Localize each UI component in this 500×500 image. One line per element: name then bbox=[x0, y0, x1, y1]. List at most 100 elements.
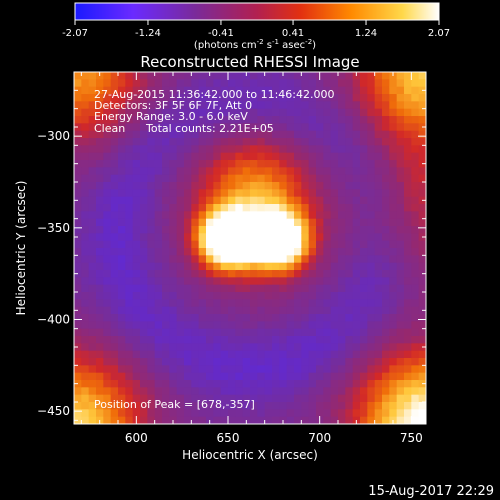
heatmap-pixel bbox=[147, 416, 156, 424]
heatmap-pixel bbox=[345, 248, 354, 256]
heatmap-pixel bbox=[125, 145, 134, 154]
heatmap-pixel bbox=[176, 292, 185, 300]
heatmap-pixel bbox=[345, 262, 354, 271]
heatmap-pixel bbox=[96, 160, 104, 168]
heatmap-pixel bbox=[374, 394, 383, 403]
heatmap-pixel bbox=[382, 116, 390, 124]
heatmap-pixel bbox=[140, 240, 148, 249]
heatmap-pixel bbox=[250, 314, 258, 322]
heatmap-pixel bbox=[140, 365, 148, 374]
heatmap-pixel bbox=[132, 196, 141, 205]
heatmap-pixel bbox=[140, 343, 148, 352]
heatmap-pixel bbox=[301, 79, 310, 88]
heatmap-pixel bbox=[96, 358, 104, 366]
heatmap-pixel bbox=[257, 365, 266, 374]
heatmap-pixel bbox=[140, 138, 148, 146]
heatmap-pixel bbox=[74, 108, 82, 117]
heatmap-pixel bbox=[162, 167, 170, 176]
heatmap-pixel bbox=[228, 86, 236, 95]
heatmap-pixel bbox=[360, 138, 368, 146]
heatmap-pixel bbox=[147, 270, 156, 278]
heatmap-pixel bbox=[382, 196, 390, 205]
heatmap-pixel bbox=[184, 167, 192, 176]
heatmap-pixel bbox=[382, 270, 390, 278]
heatmap-pixel bbox=[345, 196, 354, 205]
heatmap-pixel bbox=[330, 336, 339, 344]
heatmap-pixel bbox=[294, 409, 302, 418]
heatmap-pixel bbox=[396, 218, 405, 227]
heatmap-pixel bbox=[374, 380, 383, 388]
heatmap-pixel bbox=[184, 204, 192, 212]
heatmap-pixel bbox=[279, 123, 288, 132]
heatmap-pixel bbox=[96, 299, 104, 308]
heatmap-pixel bbox=[382, 336, 390, 344]
heatmap-pixel bbox=[242, 314, 251, 322]
heatmap-pixel bbox=[206, 240, 214, 249]
heatmap-pixel bbox=[220, 86, 229, 95]
heatmap-pixel bbox=[257, 94, 266, 102]
heatmap-pixel bbox=[352, 233, 361, 242]
heatmap-pixel bbox=[103, 160, 112, 168]
heatmap-pixel bbox=[88, 174, 97, 183]
heatmap-pixel bbox=[330, 182, 339, 190]
heatmap-pixel bbox=[88, 248, 97, 256]
heatmap-pixel bbox=[198, 372, 207, 381]
heatmap-pixel bbox=[140, 94, 148, 102]
heatmap-pixel bbox=[257, 336, 266, 344]
heatmap-pixel bbox=[396, 196, 405, 205]
heatmap-pixel bbox=[132, 314, 141, 322]
heatmap-pixel bbox=[411, 336, 420, 344]
heatmap-pixel bbox=[176, 182, 185, 190]
heatmap-pixel bbox=[110, 336, 119, 344]
heatmap-pixel bbox=[118, 314, 126, 322]
heatmap-pixel bbox=[264, 94, 273, 102]
heatmap-pixel bbox=[125, 226, 134, 234]
heatmap-pixel bbox=[242, 248, 251, 256]
heatmap-pixel bbox=[103, 314, 112, 322]
heatmap-pixel bbox=[360, 262, 368, 271]
heatmap-pixel bbox=[176, 314, 185, 322]
heatmap-pixel bbox=[235, 277, 244, 286]
heatmap-pixel bbox=[162, 372, 170, 381]
heatmap-pixel bbox=[169, 255, 178, 264]
heatmap-pixel bbox=[242, 94, 251, 102]
heatmap-pixel bbox=[367, 292, 376, 300]
heatmap-pixel bbox=[250, 160, 258, 168]
heatmap-pixel bbox=[191, 387, 200, 396]
heatmap-pixel bbox=[169, 292, 178, 300]
heatmap-pixel bbox=[162, 350, 170, 359]
heatmap-pixel bbox=[382, 284, 390, 293]
heatmap-pixel bbox=[74, 189, 82, 198]
heatmap-pixel bbox=[103, 262, 112, 271]
heatmap-pixel bbox=[323, 387, 332, 396]
heatmap-pixel bbox=[228, 101, 236, 110]
heatmap-pixel bbox=[147, 248, 156, 256]
heatmap-pixel bbox=[418, 292, 426, 300]
heatmap-pixel bbox=[147, 108, 156, 117]
heatmap-pixel bbox=[411, 314, 420, 322]
heatmap-pixel bbox=[103, 299, 112, 308]
heatmap-pixel bbox=[81, 196, 90, 205]
heatmap-pixel bbox=[242, 116, 251, 124]
heatmap-pixel bbox=[396, 299, 405, 308]
heatmap-pixel bbox=[257, 218, 266, 227]
heatmap-pixel bbox=[242, 394, 251, 403]
heatmap-pixel bbox=[338, 211, 346, 220]
heatmap-pixel bbox=[154, 211, 163, 220]
heatmap-pixel bbox=[154, 145, 163, 154]
heatmap-pixel bbox=[198, 174, 207, 183]
heatmap-pixel bbox=[147, 196, 156, 205]
heatmap-pixel bbox=[118, 394, 126, 403]
heatmap-pixel bbox=[396, 394, 405, 403]
heatmap-pixel bbox=[206, 380, 214, 388]
heatmap-pixel bbox=[147, 182, 156, 190]
heatmap-pixel bbox=[286, 409, 295, 418]
heatmap-pixel bbox=[118, 270, 126, 278]
heatmap-pixel bbox=[242, 387, 251, 396]
heatmap-pixel bbox=[389, 262, 398, 271]
heatmap-pixel bbox=[301, 343, 310, 352]
heatmap-pixel bbox=[308, 189, 317, 198]
heatmap-pixel bbox=[118, 292, 126, 300]
heatmap-pixel bbox=[316, 248, 324, 256]
heatmap-pixel bbox=[81, 72, 90, 80]
